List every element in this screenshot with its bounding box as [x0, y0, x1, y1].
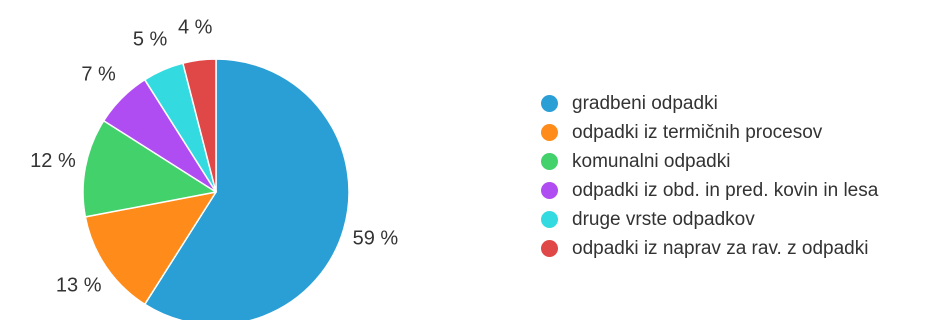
legend-label-naprave: odpadki iz naprav za rav. z odpadki: [572, 237, 869, 259]
slice-value-label-naprave: 4 %: [178, 16, 213, 38]
legend-swatch-gradbeni: [541, 95, 558, 112]
legend-item-komunalni[interactable]: komunalni odpadki: [541, 147, 878, 176]
legend: gradbeni odpadki odpadki iz termičnih pr…: [541, 89, 878, 263]
legend-item-naprave[interactable]: odpadki iz naprav za rav. z odpadki: [541, 234, 878, 263]
legend-label-komunalni: komunalni odpadki: [572, 150, 731, 172]
legend-swatch-kovine-les: [541, 182, 558, 199]
legend-label-termicni: odpadki iz termičnih procesov: [572, 121, 823, 143]
slice-value-label-kovine-les: 7 %: [81, 64, 116, 86]
legend-item-kovine-les[interactable]: odpadki iz obd. in pred. kovin in lesa: [541, 176, 878, 205]
legend-label-druge: druge vrste odpadkov: [572, 208, 755, 230]
legend-swatch-druge: [541, 211, 558, 228]
legend-swatch-komunalni: [541, 153, 558, 170]
pie-slice-komunalni[interactable]: [82, 119, 217, 218]
slice-value-label-druge: 5 %: [133, 29, 168, 51]
slice-value-label-termicni: 13 %: [56, 274, 102, 296]
legend-swatch-naprave: [541, 240, 558, 257]
legend-item-druge[interactable]: druge vrste odpadkov: [541, 205, 878, 234]
slice-value-label-gradbeni: 59 %: [353, 227, 399, 249]
legend-swatch-termicni: [541, 124, 558, 141]
pie-slice-gradbeni[interactable]: [143, 58, 350, 320]
slice-value-label-komunalni: 12 %: [30, 150, 76, 172]
legend-label-gradbeni: gradbeni odpadki: [572, 92, 718, 114]
legend-item-termicni[interactable]: odpadki iz termičnih procesov: [541, 118, 878, 147]
legend-item-gradbeni[interactable]: gradbeni odpadki: [541, 89, 878, 118]
pie-slice-termicni[interactable]: [84, 191, 217, 306]
legend-label-kovine-les: odpadki iz obd. in pred. kovin in lesa: [572, 179, 879, 201]
pie-slice-naprave[interactable]: [182, 58, 217, 193]
